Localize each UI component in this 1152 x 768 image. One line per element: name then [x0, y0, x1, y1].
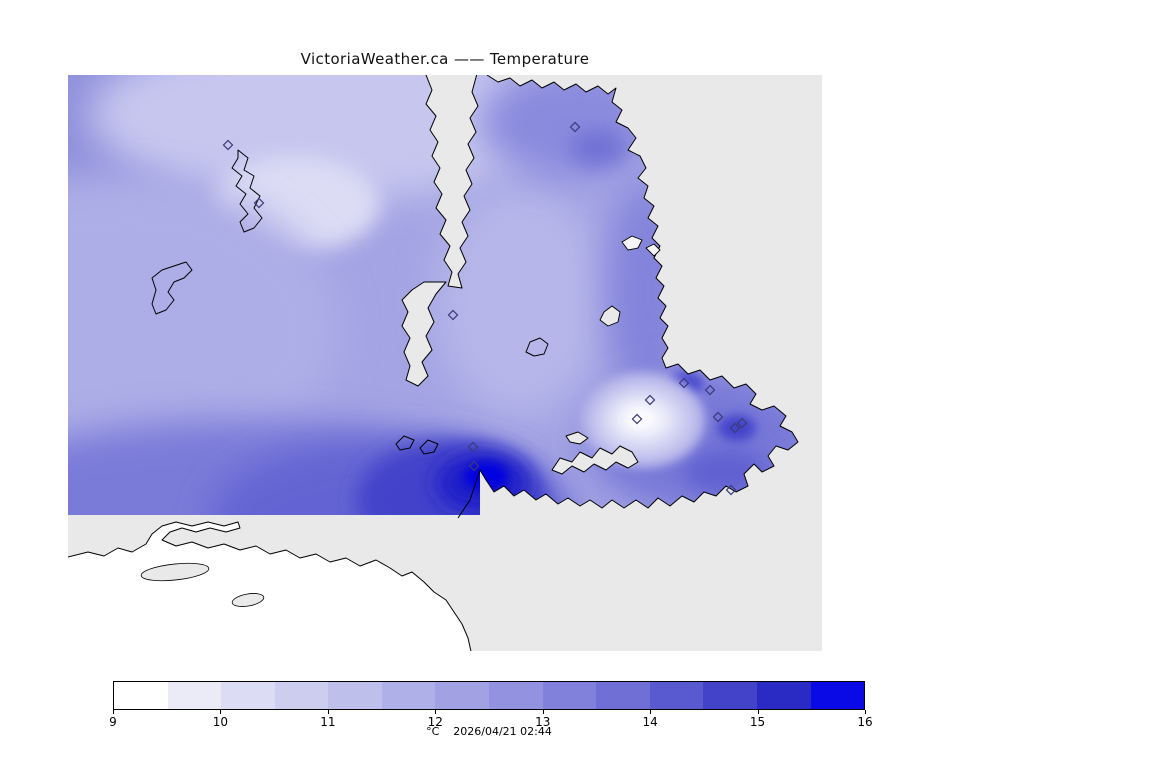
land-no-data — [68, 521, 472, 651]
island-outline — [621, 235, 643, 251]
colorbar-tickmark — [757, 710, 759, 714]
colorbar-tick-label: 10 — [212, 715, 229, 729]
station-marker — [736, 417, 748, 429]
station-marker — [729, 422, 741, 434]
colorbar-timestamp: 2026/04/21 02:44 — [453, 725, 552, 738]
island-outline — [419, 439, 439, 455]
colorbar-caption: °C 2026/04/21 02:44 — [113, 725, 865, 738]
station-markers — [222, 121, 748, 496]
colorbar-segment — [381, 682, 436, 709]
colorbar-segment — [167, 682, 222, 709]
lake-outline — [140, 562, 210, 582]
station-marker — [725, 484, 737, 496]
colorbar-tick-label: 11 — [320, 715, 336, 729]
station-marker — [712, 411, 724, 423]
colorbar-tick-label: 13 — [535, 715, 551, 729]
island-outline — [151, 261, 193, 315]
colorbar-ticks: 9 10 11 12 13 14 15 16 — [109, 710, 873, 732]
station-marker — [447, 309, 459, 321]
lake-outline — [231, 593, 265, 607]
colorbar-tickmark — [220, 710, 222, 714]
station-marker — [631, 413, 643, 425]
station-marker — [467, 441, 479, 453]
colorbar-tickmark — [327, 710, 329, 714]
colorbar-tick-label: 16 — [857, 715, 873, 729]
colorbar-segment — [328, 682, 382, 709]
inlet-water — [425, 75, 479, 289]
colorbar-tick-label: 12 — [427, 715, 443, 729]
station-marker — [678, 377, 690, 389]
page-title: VictoriaWeather.ca —— Temperature — [300, 50, 590, 68]
colorbar-segment — [810, 682, 865, 709]
station-marker — [222, 139, 234, 151]
colorbar-unit-label: °C — [426, 725, 440, 738]
colorbar-tick-label: 15 — [749, 715, 766, 729]
colorbar-tick-label: 9 — [109, 715, 117, 729]
colorbar-segment — [542, 682, 597, 709]
colorbar-tickmark — [435, 710, 437, 714]
island-outline — [395, 435, 415, 451]
colorbar-tick-label: 14 — [642, 715, 658, 729]
colorbar-segment — [114, 682, 168, 709]
colorbar-tickmark — [650, 710, 652, 714]
island-outline — [525, 337, 549, 357]
colorbar — [113, 681, 865, 710]
station-marker — [253, 197, 265, 209]
colorbar-segment — [649, 682, 704, 709]
island-outline — [645, 243, 661, 257]
coastline-peninsula — [457, 75, 799, 519]
colorbar-tickmark — [865, 710, 866, 714]
colorbar-segment — [221, 682, 275, 709]
colorbar-segment — [756, 682, 811, 709]
colorbar-segment — [274, 682, 329, 709]
station-marker — [704, 384, 716, 396]
station-marker — [468, 460, 480, 472]
station-marker — [569, 121, 581, 133]
colorbar-segment — [489, 682, 543, 709]
colorbar-segment — [703, 682, 757, 709]
colorbar-segments — [114, 682, 865, 709]
colorbar-segment — [596, 682, 650, 709]
harbour-water — [551, 445, 639, 475]
lake-outline — [599, 305, 621, 327]
station-marker — [644, 394, 656, 406]
colorbar-segment — [435, 682, 490, 709]
colorbar-tickmark — [113, 710, 114, 714]
fjord-water — [401, 281, 447, 387]
colorbar-tickmark — [542, 710, 544, 714]
harbour-water-small — [565, 431, 589, 445]
island-outline — [231, 149, 263, 233]
